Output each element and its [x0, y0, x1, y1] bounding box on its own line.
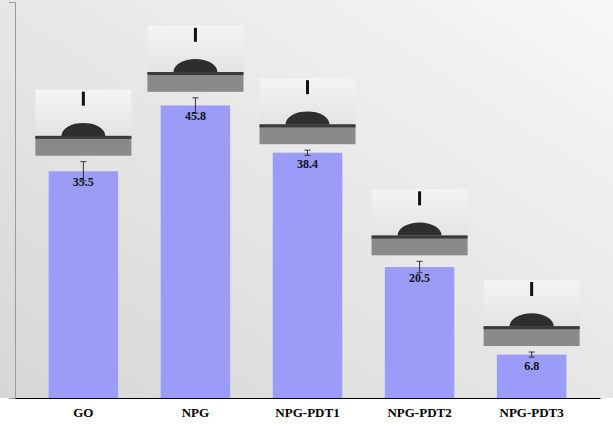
error-cap [529, 352, 535, 353]
photo-surface-edge [372, 236, 468, 239]
photo-surface [35, 136, 131, 156]
droplet-image [260, 78, 356, 144]
bar [273, 153, 342, 398]
error-cap [417, 261, 423, 262]
x-tick-label: NPG-PDT1 [275, 405, 339, 420]
data-label: 20.5 [409, 271, 430, 285]
droplet-image [372, 189, 468, 255]
y-axis [9, 3, 16, 399]
photo-surface [260, 124, 356, 144]
error-bar [305, 150, 311, 155]
x-tick: NPG-PDT1 [275, 398, 339, 420]
error-cap [80, 161, 86, 162]
x-tick: NPG-PDT3 [499, 398, 564, 420]
photo-surface-edge [260, 124, 356, 127]
photo-surface [484, 326, 580, 346]
x-tick-label: NPG-PDT2 [387, 405, 451, 420]
bar [497, 355, 566, 398]
photo-needle [530, 282, 533, 296]
y-axis-line [9, 3, 16, 399]
x-tick: NPG [182, 398, 209, 420]
background [0, 0, 613, 398]
photo-needle [194, 28, 197, 42]
data-label: 38.4 [297, 157, 318, 171]
photo-surface-edge [147, 72, 243, 75]
droplet-image [484, 280, 580, 346]
error-cap [192, 97, 198, 98]
error-stem [531, 352, 532, 357]
data-label: 45.8 [185, 109, 206, 123]
photo-surface-edge [35, 136, 131, 139]
chart: 35.5 45.8 38.4 20.5 6.8 GO NPG NPG-PDT1 NPG-PDT2… [0, 0, 613, 427]
x-axis-line [16, 398, 601, 399]
x-tick-label: NPG-PDT3 [499, 405, 564, 420]
x-axis: GO NPG NPG-PDT1 NPG-PDT2 NPG-PDT3 [16, 398, 601, 420]
x-tick-label: GO [73, 405, 93, 420]
x-tick-label: NPG [182, 405, 209, 420]
photo-frame [147, 26, 243, 92]
data-labels: 35.5 45.8 38.4 20.5 6.8 [73, 109, 539, 372]
droplet-image [147, 26, 243, 92]
bar [385, 267, 454, 398]
photo-needle [306, 80, 309, 94]
photo-droplet [286, 111, 330, 124]
photo-needle [418, 191, 421, 205]
photo-frame [372, 189, 468, 255]
bar [161, 105, 230, 398]
photo-frame [260, 78, 356, 144]
plot-area [49, 98, 567, 398]
photo-droplet [398, 223, 442, 236]
data-label: 6.8 [524, 359, 539, 373]
x-tick: GO [73, 398, 93, 420]
droplet-image [35, 90, 131, 156]
error-stem [307, 150, 308, 155]
photo-needle [82, 92, 85, 106]
error-bar [529, 352, 535, 357]
photo-droplet [61, 123, 105, 136]
photo-surface [372, 236, 468, 256]
error-cap [305, 150, 311, 151]
photo-frame [35, 90, 131, 156]
x-tick: NPG-PDT2 [387, 398, 451, 420]
error-cap [529, 357, 535, 358]
photo-surface [147, 72, 243, 92]
bar [49, 171, 118, 398]
photo-droplet [173, 59, 217, 72]
photo-frame [484, 280, 580, 346]
photo-droplet [510, 313, 554, 326]
error-cap [305, 155, 311, 156]
data-label: 35.5 [73, 175, 94, 189]
photo-surface-edge [484, 326, 580, 329]
